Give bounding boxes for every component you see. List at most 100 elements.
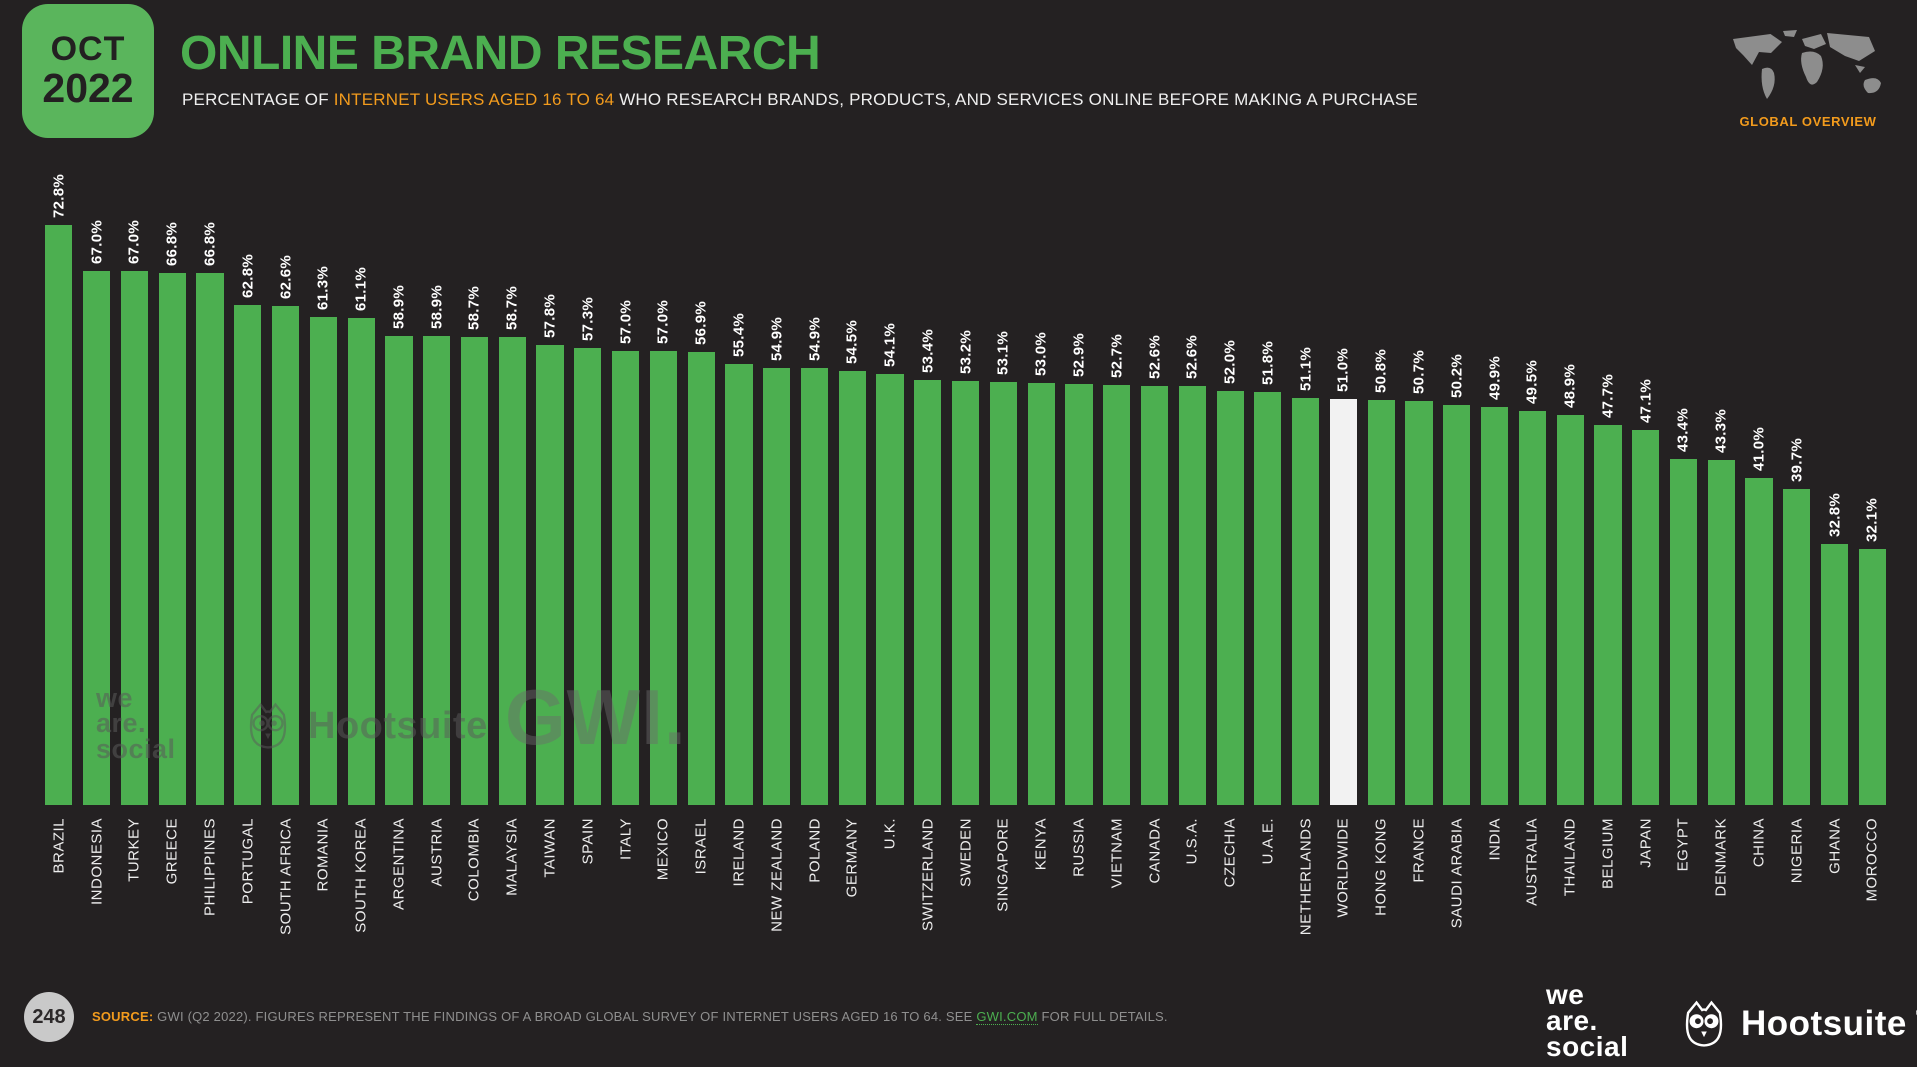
axis-label-column: VIETNAM [1098, 812, 1136, 982]
axis-label-column: FRANCE [1400, 812, 1438, 982]
axis-label: RUSSIA [1070, 818, 1088, 877]
axis-label: IRELAND [730, 818, 748, 887]
bar-malaysia [498, 337, 526, 805]
axis-label: INDONESIA [88, 818, 106, 906]
bar-hong-kong [1367, 400, 1395, 805]
source-link[interactable]: GWI.COM [976, 1009, 1038, 1025]
axis-label-column: JAPAN [1627, 812, 1665, 982]
bar-vietnam [1103, 385, 1131, 805]
bar-spain [574, 348, 602, 805]
page-title: ONLINE BRAND RESEARCH [180, 27, 821, 80]
bar-column: 57.3% [569, 225, 607, 805]
axis-label: CHINA [1750, 818, 1768, 868]
bar-indonesia [83, 271, 111, 805]
axis-label-column: AUSTRIA [418, 812, 456, 982]
bar-u-s-a- [1178, 386, 1206, 805]
bar-column: 56.9% [682, 225, 720, 805]
bar-column: 67.0% [116, 220, 154, 805]
bar-brazil [45, 225, 73, 805]
bar-value-label: 67.0% [125, 219, 143, 264]
bar-column: 54.9% [796, 225, 834, 805]
bar-column: 50.8% [1362, 225, 1400, 805]
axis-label-column: CHINA [1740, 812, 1778, 982]
bar-value-label: 52.6% [1183, 334, 1201, 379]
bar-column: 62.6% [267, 225, 305, 805]
bar-egypt [1669, 459, 1698, 805]
axis-label: COLOMBIA [465, 818, 483, 902]
axis-label: U.K. [881, 818, 899, 850]
bar-value-label: 55.4% [730, 312, 748, 357]
axis-label-column: INDONESIA [78, 812, 116, 982]
axis-label-column: ITALY [607, 812, 645, 982]
axis-label-column: MOROCCO [1854, 812, 1892, 982]
bar-thailand [1556, 415, 1584, 805]
bar-value-label: 51.1% [1297, 346, 1315, 391]
axis-label: WORLDWIDE [1334, 818, 1352, 918]
bar-column: 47.1% [1627, 225, 1665, 805]
bar-japan [1632, 430, 1660, 805]
axis-label-column: TURKEY [116, 812, 154, 982]
axis-label: EGYPT [1674, 818, 1692, 872]
axis-label: GHANA [1826, 818, 1844, 874]
bar-value-label: 57.0% [617, 299, 635, 344]
axis-label-column: NETHERLANDS [1287, 812, 1325, 982]
bar-value-label: 62.6% [277, 254, 295, 299]
bar-value-label: 47.1% [1637, 378, 1655, 423]
axis-label-column: AUSTRALIA [1513, 812, 1551, 982]
bar-worldwide [1329, 399, 1358, 805]
bar-argentina [385, 336, 413, 805]
axis-label: CANADA [1146, 818, 1164, 884]
brand-hootsuite: Hootsuite ® [1676, 996, 1917, 1052]
bar-new-zealand [763, 368, 791, 805]
bar-mexico [649, 351, 677, 805]
bar-value-label: 56.9% [692, 300, 710, 345]
bar-column: 51.0% [1325, 225, 1363, 805]
date-month: OCT [50, 30, 126, 68]
bar-germany [838, 371, 866, 805]
bar-france [1405, 401, 1433, 805]
bar-column: 49.5% [1513, 225, 1551, 805]
axis-label: U.A.E. [1259, 818, 1277, 865]
global-overview-block: GLOBAL OVERVIEW [1719, 26, 1897, 129]
axis-label: ITALY [617, 818, 635, 860]
axis-label-column: THAILAND [1551, 812, 1589, 982]
brand-was-line3: social [1546, 1030, 1629, 1062]
axis-label-column: GHANA [1816, 812, 1854, 982]
bar-south-africa [271, 306, 300, 805]
axis-label-column: SWEDEN [947, 812, 985, 982]
bar-value-label: 52.6% [1146, 334, 1164, 379]
source-label: SOURCE: [92, 1009, 154, 1024]
bar-value-label: 58.7% [465, 285, 483, 330]
axis-label-column: PHILIPPINES [191, 812, 229, 982]
hootsuite-owl-icon [1685, 1000, 1723, 1047]
bar-value-label: 52.7% [1108, 333, 1126, 378]
axis-label: SWEDEN [957, 818, 975, 887]
bar-value-label: 57.0% [654, 299, 672, 344]
axis-label: TURKEY [125, 818, 143, 882]
bar-column: 52.0% [1211, 225, 1249, 805]
bar-romania [309, 317, 337, 805]
page-number-badge: 248 [24, 992, 74, 1042]
axis-label: MALAYSIA [503, 818, 521, 896]
bar-belgium [1594, 425, 1622, 805]
subtitle-suffix: WHO RESEARCH BRANDS, PRODUCTS, AND SERVI… [614, 90, 1418, 109]
bar-singapore [989, 382, 1017, 805]
bar-value-label: 53.0% [1032, 331, 1050, 376]
axis-label-column: SINGAPORE [985, 812, 1023, 982]
bar-column: 53.0% [1022, 225, 1060, 805]
axis-label-column: SPAIN [569, 812, 607, 982]
bar-china [1745, 478, 1773, 805]
axis-label: TAIWAN [541, 818, 559, 878]
bar-column: 47.7% [1589, 225, 1627, 805]
bar-taiwan [536, 345, 564, 805]
bar-column: 32.8% [1816, 225, 1854, 805]
axis-label-column: BRAZIL [40, 812, 78, 982]
axis-label-column: GERMANY [833, 812, 871, 982]
bar-column: 39.7% [1778, 225, 1816, 805]
bar-value-label: 58.9% [428, 284, 446, 329]
axis-label: FRANCE [1410, 818, 1428, 883]
bar-ireland [725, 364, 753, 805]
axis-label: POLAND [806, 818, 824, 883]
bar-column: 52.9% [1060, 225, 1098, 805]
